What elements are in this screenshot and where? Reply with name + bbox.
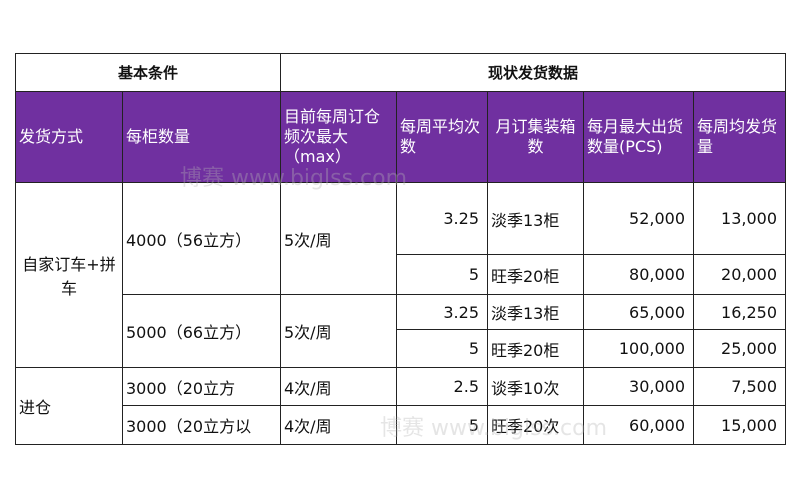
weekly-cell: 13,000 — [693, 182, 786, 255]
avg-cell: 5 — [396, 329, 488, 368]
weekly-cell: 7,500 — [693, 367, 786, 406]
header-max-month: 每月最大出货数量(PCS) — [583, 91, 694, 183]
boxes-cell: 谈季10次 — [487, 367, 584, 406]
header-avg: 每周平均次数 — [396, 91, 488, 183]
table-row: 进仓 3000（20立方 4次/周 2.5 谈季10次 30,000 7,500 — [15, 367, 786, 445]
table-row: 5 旺季20柜 80,000 20,000 — [16, 254, 786, 295]
header-capacity: 每柜数量 — [122, 91, 281, 183]
capacity-cell: 4000（56立方） — [122, 182, 281, 295]
avg-cell: 5 — [396, 405, 488, 445]
frequency-cell: 5次/周 — [280, 294, 397, 368]
avg-cell: 3.25 — [396, 294, 488, 330]
max-month-cell: 100,000 — [583, 329, 694, 368]
table-row: 5000（66立方） 5次/周 3.25 淡季13柜 65,000 16,250 — [16, 294, 786, 368]
max-month-cell: 30,000 — [583, 367, 694, 406]
max-month-cell: 80,000 — [583, 254, 694, 295]
capacity-cell: 3000（20立方 — [122, 367, 281, 406]
table-row: 5 旺季20柜 100,000 25,000 — [16, 329, 786, 368]
header-weekly: 每周均发货量 — [693, 91, 786, 183]
group-current-shipping: 现状发货数据 — [280, 53, 786, 92]
boxes-cell: 旺季20次 — [487, 405, 584, 445]
shipping-data-table: 基本条件 现状发货数据 发货方式 每柜数量 目前每周订仓频次最大（max） 每周… — [15, 53, 786, 445]
max-month-cell: 60,000 — [583, 405, 694, 445]
boxes-cell: 旺季20柜 — [487, 254, 584, 295]
weekly-cell: 15,000 — [693, 405, 786, 445]
header-method: 发货方式 — [15, 91, 123, 183]
frequency-cell: 5次/周 — [280, 182, 397, 295]
frequency-cell: 4次/周 — [280, 367, 397, 406]
weekly-cell: 25,000 — [693, 329, 786, 368]
group-basic-conditions: 基本条件 — [15, 53, 281, 92]
header-boxes: 月订集装箱数 — [487, 91, 584, 183]
boxes-cell: 旺季20柜 — [487, 329, 584, 368]
boxes-cell: 淡季13柜 — [487, 294, 584, 330]
capacity-cell: 5000（66立方） — [122, 294, 281, 368]
weekly-cell: 16,250 — [693, 294, 786, 330]
table-row: 3000（20立方以 4次/周 5 旺季20次 60,000 15,000 — [16, 405, 786, 445]
avg-cell: 2.5 — [396, 367, 488, 406]
method-cell: 进仓 — [15, 367, 123, 445]
max-month-cell: 65,000 — [583, 294, 694, 330]
avg-cell: 5 — [396, 254, 488, 295]
weekly-cell: 20,000 — [693, 254, 786, 295]
capacity-cell: 3000（20立方以 — [122, 405, 281, 445]
frequency-cell: 4次/周 — [280, 405, 397, 445]
header-frequency: 目前每周订仓频次最大（max） — [280, 91, 397, 183]
max-month-cell: 52,000 — [583, 182, 694, 255]
boxes-cell: 淡季13柜 — [487, 182, 584, 255]
method-cell: 自家订车+拼车 — [15, 182, 123, 368]
avg-cell: 3.25 — [396, 182, 488, 255]
table-row: 自家订车+拼车 4000（56立方） 5次/周 3.25 淡季13柜 52,00… — [15, 182, 786, 368]
